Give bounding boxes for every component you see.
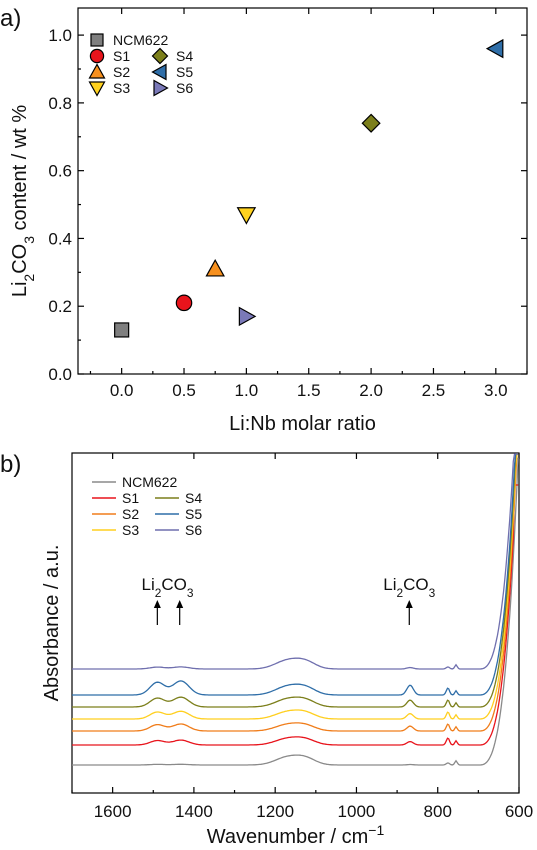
spectrum-line-s4 (72, 453, 519, 708)
spectrum-line-s3 (72, 453, 519, 720)
x-tick-label: 2.5 (422, 381, 446, 400)
data-point-s3 (236, 207, 257, 225)
x-tick-label: 1600 (94, 802, 132, 821)
legend-label-s6: S6 (185, 522, 202, 538)
x-tick-label: 600 (505, 802, 533, 821)
spectrum-line-ncm622 (72, 457, 519, 766)
x-tick-label: 800 (424, 802, 452, 821)
legend-label-ncm622: NCM622 (113, 32, 168, 48)
annotation-label-1: Li2CO3 (142, 575, 194, 600)
data-point-s2 (205, 258, 225, 277)
y-tick-label: 1.0 (48, 26, 72, 45)
x-tick-label: 1.5 (297, 381, 321, 400)
annotation-arrowhead (176, 600, 184, 608)
legend-marker-s2 (88, 63, 106, 79)
x-tick-label: 0.0 (110, 381, 134, 400)
legend-label-s1: S1 (122, 490, 139, 506)
legend-label-s6: S6 (176, 80, 193, 96)
legend-label-s3: S3 (113, 80, 130, 96)
x-axis-label: Wavenumber / cm−1 (207, 822, 385, 848)
annotation-arrowhead (405, 600, 413, 608)
legend-marker-s4 (151, 47, 169, 65)
legend-marker-s5 (151, 63, 167, 81)
y-tick-label: 0.6 (48, 162, 72, 181)
annotation-label-2: Li2CO3 (383, 575, 435, 600)
data-point-s4 (361, 113, 381, 133)
annotation-arrowhead (153, 600, 161, 608)
y-tick-label: 0.2 (48, 297, 72, 316)
legend-label-s4: S4 (185, 490, 202, 506)
spectrum-line-s1 (72, 484, 519, 746)
legend-label-s5: S5 (176, 64, 193, 80)
y-axis-label: Li2CO3 content / wt % (9, 105, 37, 298)
legend-label-s4: S4 (176, 48, 193, 64)
legend-marker-s6 (153, 79, 169, 97)
data-point-s6 (238, 306, 257, 327)
spectrum-line-s5 (72, 453, 519, 696)
legend-marker-s1 (89, 48, 105, 64)
ftir-panel: 1600 1400 1200 1000 800 600 Wavenumber / cm−1 A… (41, 452, 533, 848)
x-tick-label: 1400 (175, 802, 213, 821)
x-axis-label: Li:Nb molar ratio (229, 413, 376, 435)
plot-frame (77, 7, 528, 375)
y-tick-label: 0.8 (48, 94, 72, 113)
legend-label-s2: S2 (113, 64, 130, 80)
spectrum-line-s2 (72, 453, 519, 732)
legend-label-s5: S5 (185, 506, 202, 522)
spectrum-line-s6 (72, 453, 519, 670)
legend-label-s1: S1 (113, 48, 130, 64)
x-tick-label: 2.0 (359, 381, 383, 400)
x-tick-label: 3.0 (484, 381, 508, 400)
x-tick-label: 0.5 (172, 381, 196, 400)
legend-label-s2: S2 (122, 506, 139, 522)
panel-label-b: b) (0, 451, 21, 478)
legend-label-s3: S3 (122, 522, 139, 538)
plot-frame (71, 452, 520, 794)
y-tick-label: 0.4 (48, 229, 72, 248)
scatter-panel: 0.0 0.5 1.0 1.5 2.0 2.5 3.0 0.0 0.2 0.4 0.6 0.8 1.0 L… (9, 7, 528, 435)
data-point-ncm622 (114, 322, 130, 338)
x-tick-label: 1.0 (235, 381, 259, 400)
y-tick-label: 0.0 (48, 365, 72, 384)
legend-label-ncm622: NCM622 (122, 474, 177, 490)
x-tick-label: 1000 (338, 802, 376, 821)
legend-marker-s3 (88, 81, 106, 97)
y-axis-label: Absorbance / a.u. (41, 545, 63, 702)
data-point-s1 (175, 294, 193, 312)
x-tick-label: 1200 (256, 802, 294, 821)
data-point-s5 (485, 38, 504, 59)
panel-label-a: a) (0, 5, 21, 32)
legend-marker-ncm622 (90, 33, 104, 47)
